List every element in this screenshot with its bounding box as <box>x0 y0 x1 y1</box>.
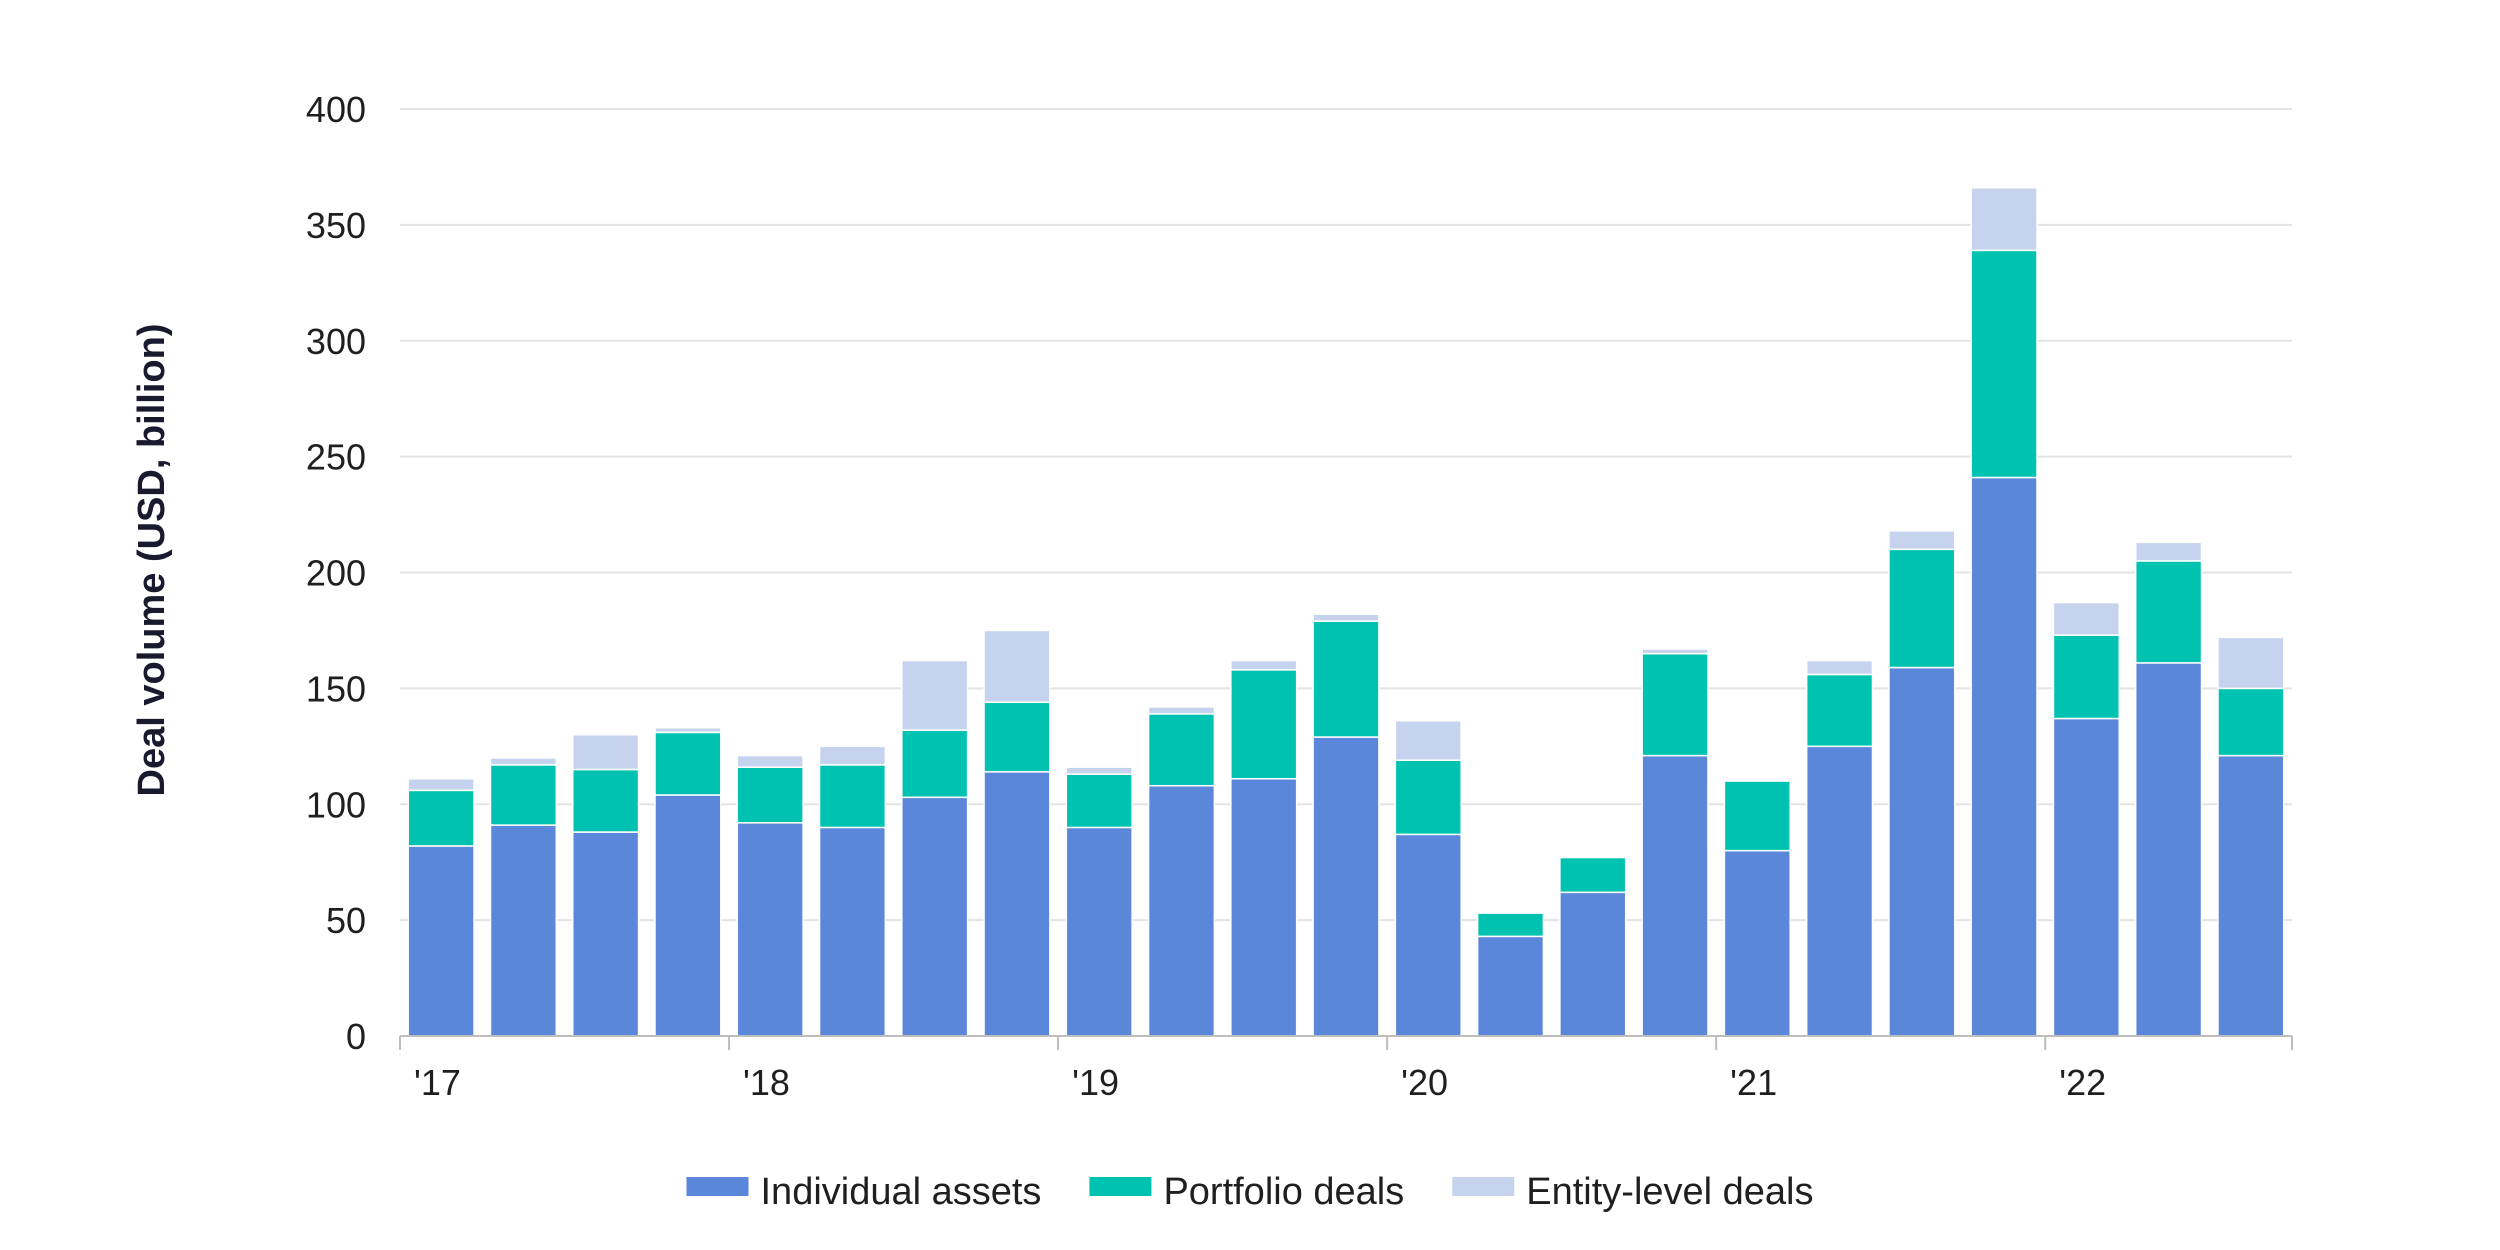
legend: Individual assets Portfolio deals Entity-l… <box>686 1171 1814 1213</box>
bar-segment-individual-assets <box>1394 833 1462 1037</box>
bar-segment-individual-assets <box>1805 745 1874 1037</box>
bar-segment-entity-level-deals <box>2134 541 2203 562</box>
x-tick-label: '17 <box>414 1062 461 1103</box>
bar-segment-individual-assets <box>407 845 475 1037</box>
bar-segment-entity-level-deals <box>1147 706 1216 715</box>
y-tick-label: 100 <box>306 784 366 825</box>
bar-segment-entity-level-deals <box>1065 766 1133 775</box>
x-tick-label: '19 <box>1072 1062 1119 1103</box>
bar-segment-portfolio-deals <box>1723 780 1791 852</box>
bar-segment-individual-assets <box>1065 826 1133 1037</box>
bar-segment-portfolio-deals <box>901 729 969 799</box>
legend-item: Entity-level deals <box>1452 1171 1814 1213</box>
bar-segment-entity-level-deals <box>983 629 1051 704</box>
bar-segment-portfolio-deals <box>489 764 558 826</box>
bar-segment-entity-level-deals <box>2052 601 2121 636</box>
bar-segment-portfolio-deals <box>1888 548 1956 669</box>
bar-segment-individual-assets <box>1723 849 1791 1037</box>
bar-segment-individual-assets <box>1641 754 1709 1037</box>
bar-segment-individual-assets <box>818 826 887 1037</box>
bar-segment-portfolio-deals <box>1970 249 2038 479</box>
bar-segment-portfolio-deals <box>1147 713 1216 787</box>
bar-segment-portfolio-deals <box>2052 634 2121 720</box>
bar-segment-individual-assets <box>571 831 640 1037</box>
axes: 0 50 100 150 200 250 300 350 400 '17 '18 '19 '20 '21 '… <box>306 89 2293 1103</box>
bar-segment-entity-level-deals <box>1312 613 1380 622</box>
bar-segment-entity-level-deals <box>736 754 804 768</box>
y-tick-label: 400 <box>306 89 366 130</box>
bar-segment-portfolio-deals <box>1312 620 1380 738</box>
legend-item: Portfolio deals <box>1089 1171 1404 1213</box>
bar-segment-entity-level-deals <box>1805 659 1874 676</box>
legend-swatch <box>1089 1177 1152 1196</box>
bar-segment-portfolio-deals <box>818 764 887 829</box>
bar-segment-entity-level-deals <box>818 745 887 766</box>
bar-segment-individual-assets <box>2217 754 2285 1037</box>
x-tick-label: '22 <box>2059 1062 2106 1103</box>
bar-segment-portfolio-deals <box>1641 652 1709 757</box>
legend-item: Individual assets <box>686 1171 1042 1213</box>
legend-swatch <box>686 1177 749 1196</box>
bar-segment-portfolio-deals <box>2134 560 2203 664</box>
bar-segment-portfolio-deals <box>2217 687 2285 757</box>
bar-segment-entity-level-deals <box>407 778 475 792</box>
x-tick-label: '21 <box>1730 1062 1777 1103</box>
y-tick-label: 50 <box>326 900 366 941</box>
bar-segment-portfolio-deals <box>736 766 804 824</box>
legend-label: Portfolio deals <box>1163 1171 1404 1213</box>
bar-segment-individual-assets <box>654 794 722 1037</box>
bar-segment-individual-assets <box>983 771 1051 1037</box>
y-tick-label: 150 <box>306 668 366 709</box>
legend-label: Entity-level deals <box>1526 1171 1813 1213</box>
bar-segment-entity-level-deals <box>571 733 640 771</box>
bar-segment-individual-assets <box>1230 778 1298 1037</box>
bar-segment-entity-level-deals <box>654 727 722 734</box>
bar-segment-portfolio-deals <box>654 731 722 796</box>
bar-segment-entity-level-deals <box>2217 636 2285 690</box>
y-axis-title: Deal volume (USD, billion) <box>131 324 173 797</box>
bar-segment-portfolio-deals <box>1476 912 1545 938</box>
legend-swatch <box>1452 1177 1515 1196</box>
x-tick-label: '20 <box>1401 1062 1448 1103</box>
bar-segment-entity-level-deals <box>489 757 558 766</box>
y-tick-label: 300 <box>306 321 366 362</box>
y-tick-label: 250 <box>306 437 366 478</box>
bar-segment-entity-level-deals <box>1970 187 2038 252</box>
bar-segment-entity-level-deals <box>1641 648 1709 655</box>
bar-segment-individual-assets <box>1888 666 1956 1037</box>
bar-segment-portfolio-deals <box>407 789 475 847</box>
bars <box>407 187 2285 1037</box>
bar-segment-entity-level-deals <box>1230 659 1298 671</box>
bar-segment-individual-assets <box>1476 935 1545 1037</box>
bar-segment-portfolio-deals <box>571 768 640 833</box>
bar-segment-portfolio-deals <box>1065 773 1133 829</box>
legend-label: Individual assets <box>761 1171 1042 1213</box>
x-tick-label: '18 <box>743 1062 790 1103</box>
bar-segment-entity-level-deals <box>1888 530 1956 551</box>
bar-segment-entity-level-deals <box>1394 720 1462 761</box>
bar-segment-portfolio-deals <box>983 701 1051 773</box>
bar-segment-portfolio-deals <box>1559 856 1627 894</box>
y-tick-label: 350 <box>306 205 366 246</box>
bar-segment-individual-assets <box>1147 784 1216 1037</box>
y-tick-label: 200 <box>306 553 366 594</box>
bar-segment-entity-level-deals <box>901 659 969 731</box>
bar-segment-individual-assets <box>736 822 804 1037</box>
bar-segment-individual-assets <box>489 824 558 1037</box>
bar-segment-portfolio-deals <box>1394 759 1462 836</box>
bar-segment-portfolio-deals <box>1805 673 1874 748</box>
bar-segment-individual-assets <box>2134 662 2203 1037</box>
bar-segment-individual-assets <box>1559 891 1627 1037</box>
bar-segment-individual-assets <box>1970 476 2038 1037</box>
bar-segment-individual-assets <box>901 796 969 1037</box>
bar-segment-individual-assets <box>2052 717 2121 1037</box>
bar-segment-individual-assets <box>1312 736 1380 1037</box>
bar-segment-portfolio-deals <box>1230 669 1298 780</box>
y-tick-label: 0 <box>346 1016 366 1057</box>
